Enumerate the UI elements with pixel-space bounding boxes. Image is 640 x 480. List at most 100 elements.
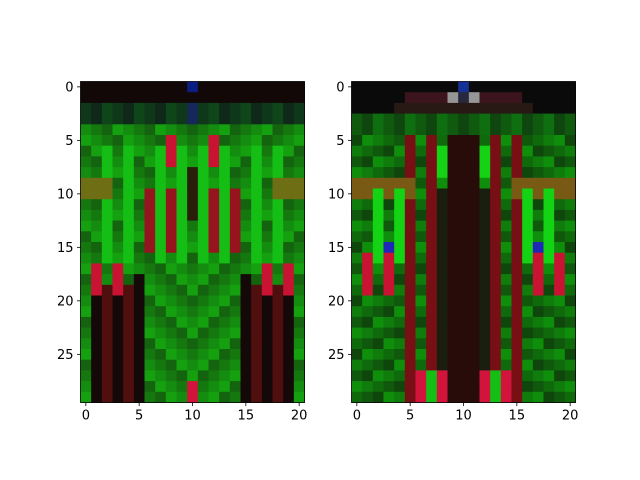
heatmap-cell <box>415 145 427 157</box>
heatmap-cell <box>372 306 384 318</box>
heatmap-cell <box>283 263 295 275</box>
heatmap-cell <box>176 295 188 307</box>
heatmap-cell <box>208 177 220 189</box>
heatmap-cell <box>272 135 284 147</box>
heatmap-cell <box>219 295 231 307</box>
heatmap-cell <box>155 263 167 275</box>
heatmap-cell <box>447 102 459 114</box>
heatmap-cell <box>383 381 395 393</box>
heatmap-cell <box>80 306 92 318</box>
heatmap-cell <box>91 113 103 125</box>
heatmap-cell <box>133 145 145 157</box>
heatmap-cell <box>458 391 470 403</box>
heatmap-cell <box>372 81 384 93</box>
heatmap-cell <box>261 306 273 318</box>
heatmap-cell <box>564 391 576 403</box>
heatmap-cell <box>404 391 416 403</box>
heatmap-cell <box>426 220 438 232</box>
y-tick-label: 0 <box>336 80 344 95</box>
heatmap-cell <box>219 338 231 350</box>
heatmap-cell <box>532 156 544 168</box>
heatmap-cell <box>165 145 177 157</box>
heatmap-cell <box>80 295 92 307</box>
heatmap-cell <box>500 177 512 189</box>
heatmap-cell <box>197 167 209 179</box>
heatmap-cell <box>415 359 427 371</box>
heatmap-cell <box>351 209 363 221</box>
heatmap-cell <box>479 349 491 361</box>
heatmap-cells <box>351 81 576 403</box>
heatmap-cell <box>261 145 273 157</box>
heatmap-cell <box>554 113 566 125</box>
heatmap-cell <box>251 349 263 361</box>
heatmap-cell <box>383 327 395 339</box>
heatmap-cell <box>383 145 395 157</box>
heatmap-cell <box>283 338 295 350</box>
heatmap-cell <box>458 81 470 93</box>
heatmap-cell <box>490 177 502 189</box>
heatmap-cell <box>468 338 480 350</box>
heatmap-cell <box>251 124 263 136</box>
heatmap-cell <box>240 284 252 296</box>
heatmap-cell <box>522 124 534 136</box>
heatmap-cell <box>283 220 295 232</box>
heatmap-cell <box>197 263 209 275</box>
heatmap-cell <box>426 145 438 157</box>
heatmap-cell <box>144 349 156 361</box>
heatmap-cell <box>362 274 374 286</box>
heatmap-cell <box>394 242 406 254</box>
heatmap-cell <box>362 284 374 296</box>
heatmap-cell <box>372 391 384 403</box>
heatmap-cell <box>394 274 406 286</box>
heatmap-cell <box>436 370 448 382</box>
heatmap-cell <box>187 113 199 125</box>
heatmap-cell <box>80 231 92 243</box>
heatmap-cell <box>144 92 156 104</box>
heatmap-cell <box>500 349 512 361</box>
heatmap-cell <box>123 242 135 254</box>
heatmap-cell <box>394 102 406 114</box>
heatmap-cell <box>229 177 241 189</box>
heatmap-cell <box>112 306 124 318</box>
heatmap-cell <box>272 177 284 189</box>
heatmap-cell <box>80 370 92 382</box>
heatmap-cell <box>383 263 395 275</box>
heatmap-cell <box>436 242 448 254</box>
heatmap-cell <box>240 274 252 286</box>
heatmap-cell <box>511 81 523 93</box>
heatmap-cell <box>447 381 459 393</box>
heatmap-cell <box>91 263 103 275</box>
heatmap-cell <box>219 156 231 168</box>
heatmap-cell <box>532 113 544 125</box>
heatmap-cell <box>240 263 252 275</box>
heatmap-cell <box>479 252 491 264</box>
heatmap-cell <box>436 113 448 125</box>
heatmap-cell <box>554 199 566 211</box>
heatmap-cell <box>165 199 177 211</box>
heatmap-cell <box>404 102 416 114</box>
heatmap-cell <box>176 167 188 179</box>
heatmap-cell <box>261 370 273 382</box>
heatmap-cell <box>155 81 167 93</box>
heatmap-cell <box>208 231 220 243</box>
heatmap-cell <box>554 338 566 350</box>
heatmap-cell <box>261 295 273 307</box>
x-tick-label: 0 <box>82 409 90 424</box>
heatmap-cell <box>219 327 231 339</box>
heatmap-cell <box>383 199 395 211</box>
heatmap-cell <box>351 113 363 125</box>
heatmap-cell <box>362 145 374 157</box>
heatmap-cell <box>532 145 544 157</box>
heatmap-cell <box>229 102 241 114</box>
heatmap-cell <box>522 188 534 200</box>
heatmap-cell <box>91 381 103 393</box>
heatmap-cell <box>155 338 167 350</box>
heatmap-cell <box>426 263 438 275</box>
heatmap-cell <box>91 188 103 200</box>
heatmap-cell <box>447 349 459 361</box>
heatmap-cell <box>240 124 252 136</box>
heatmap-cell <box>372 295 384 307</box>
heatmap-cell <box>426 177 438 189</box>
heatmap-cell <box>101 252 113 264</box>
heatmap-cell <box>176 391 188 403</box>
